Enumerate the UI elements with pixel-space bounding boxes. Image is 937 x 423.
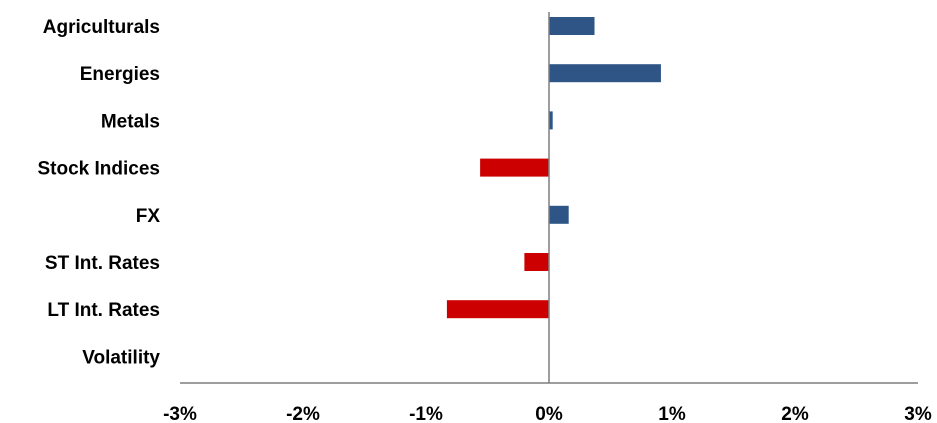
bar-st-int-rates [524, 253, 549, 271]
bar-agriculturals [549, 17, 595, 35]
x-tick-label: -3% [163, 404, 197, 423]
category-label-agriculturals: Agriculturals [43, 17, 160, 38]
category-label-energies: Energies [80, 64, 160, 85]
x-tick-label: 1% [658, 404, 686, 423]
category-label-metals: Metals [101, 111, 160, 132]
x-tick-label: 3% [904, 404, 932, 423]
x-tick-label: 0% [535, 404, 563, 423]
x-tick-label: 2% [781, 404, 809, 423]
x-tick-labels: -3% -2% -1% 0% 1% 2% 3% [163, 404, 932, 423]
bars-layer [446, 17, 661, 319]
bar-metals [549, 111, 553, 130]
category-label-stock-indices: Stock Indices [38, 159, 161, 180]
x-tick-label: -2% [286, 404, 320, 423]
bar-energies [549, 64, 661, 83]
bar-fx [549, 205, 569, 224]
bar-lt-int-rates [446, 300, 549, 319]
x-tick-label: -1% [409, 404, 443, 423]
category-label-fx: FX [136, 206, 161, 227]
bar-stock-indices [480, 158, 549, 177]
category-label-st-int-rates: ST Int. Rates [45, 253, 160, 274]
category-label-volatility: Volatility [82, 347, 160, 368]
category-label-lt-int-rates: LT Int. Rates [47, 300, 160, 321]
category-labels: Agriculturals Energies Metals Stock Indices… [38, 17, 161, 368]
